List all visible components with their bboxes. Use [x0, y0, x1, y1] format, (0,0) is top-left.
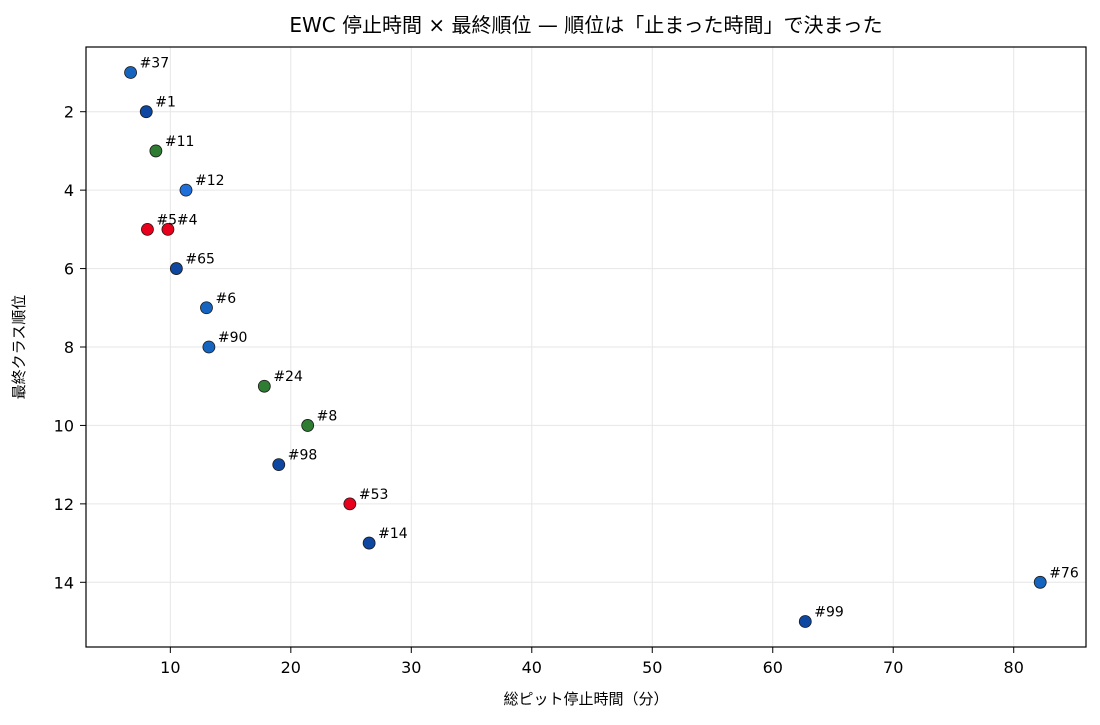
data-label: #76	[1049, 565, 1079, 581]
x-axis-ticks: 10 20 30 40 50 60 70 80	[160, 647, 1024, 677]
data-point	[124, 66, 137, 79]
x-tick-label: 20	[281, 658, 301, 677]
data-point	[343, 497, 357, 511]
data-point	[149, 144, 163, 158]
y-tick-label: 14	[54, 573, 74, 592]
data-point	[202, 340, 216, 354]
data-label: #12	[195, 173, 225, 189]
y-tick-label: 8	[64, 338, 74, 357]
data-labels: #37 #1 #11 #12 #5 #4 #65 #6 #90 #24 #8 #98 #53 #14 #76…	[140, 55, 1079, 620]
data-point	[798, 615, 812, 628]
y-axis-ticks: 2 4 6 8 10 12 14	[54, 103, 86, 592]
x-tick-label: 40	[522, 658, 542, 677]
data-label: #11	[165, 134, 195, 150]
data-label: #8	[317, 408, 338, 424]
data-label: #24	[273, 369, 303, 385]
data-label: #14	[378, 526, 408, 542]
y-tick-label: 12	[54, 495, 74, 514]
x-tick-label: 10	[160, 658, 180, 677]
x-tick-label: 30	[401, 658, 421, 677]
data-point	[141, 222, 154, 236]
data-label: #98	[288, 448, 318, 464]
data-point	[301, 419, 315, 432]
y-axis-label: 最終クラス順位	[10, 295, 28, 400]
x-tick-label: 50	[642, 658, 662, 677]
data-label: #5	[156, 212, 177, 228]
data-point	[257, 379, 271, 393]
data-point	[200, 301, 213, 315]
data-point	[1033, 575, 1047, 589]
chart-title: EWC 停止時間 × 最終順位 — 順位は「止まった時間」で決まった	[289, 13, 882, 37]
data-label: #99	[814, 605, 844, 621]
data-label: #65	[185, 252, 215, 268]
data-point	[161, 222, 175, 236]
data-point	[179, 183, 193, 197]
data-point	[169, 262, 183, 275]
data-label: #53	[359, 487, 389, 503]
data-label: #90	[218, 330, 248, 346]
grid	[86, 47, 1086, 647]
data-label: #37	[140, 55, 170, 71]
data-label: #6	[215, 291, 236, 307]
y-tick-label: 2	[64, 103, 74, 122]
x-tick-label: 60	[763, 658, 783, 677]
y-tick-label: 4	[64, 181, 74, 200]
data-label: #4	[177, 212, 198, 228]
data-points	[124, 66, 1047, 628]
data-point	[362, 536, 376, 550]
data-label: #1	[155, 95, 176, 111]
data-point	[139, 105, 153, 119]
data-point	[272, 458, 286, 472]
x-tick-label: 70	[883, 658, 903, 677]
y-tick-label: 10	[54, 416, 74, 435]
x-axis-label: 総ピット停止時間（分）	[503, 690, 668, 708]
x-tick-label: 80	[1004, 658, 1024, 677]
y-tick-label: 6	[64, 260, 74, 279]
